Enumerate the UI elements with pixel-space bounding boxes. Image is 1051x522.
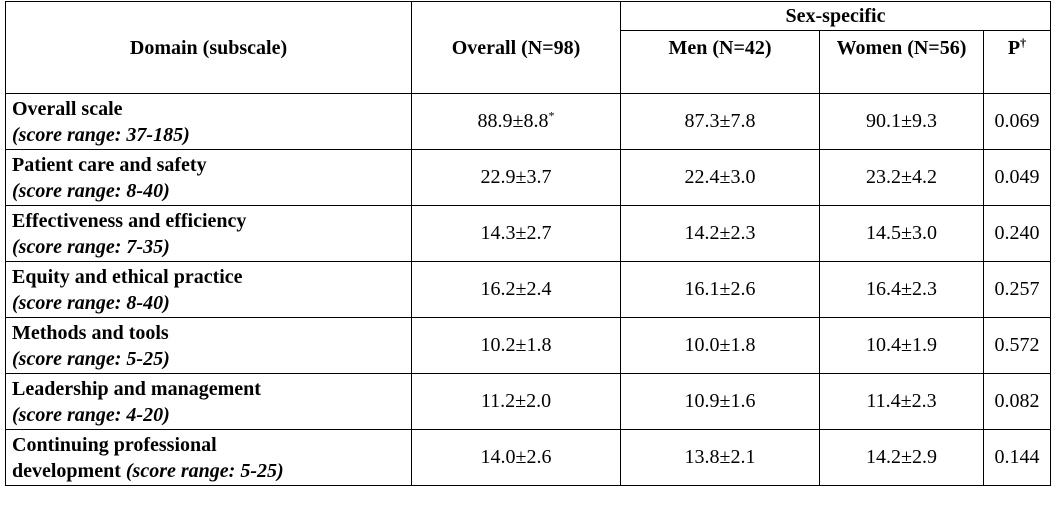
domain-cell: Equity and ethical practice (score range:… xyxy=(5,261,412,318)
overall-cell: 10.2±1.8 xyxy=(411,317,621,374)
overall-cell: 14.3±2.7 xyxy=(411,205,621,262)
domain-name: Effectiveness and efficiency xyxy=(12,210,247,232)
overall-cell: 16.2±2.4 xyxy=(411,261,621,318)
men-cell: 16.1±2.6 xyxy=(620,261,820,318)
domain-name: Methods and tools xyxy=(12,322,169,344)
score-range: (score range: 37-185) xyxy=(12,124,190,146)
header-row-1: Domain (subscale) Overall (N=98) Sex-spe… xyxy=(5,1,1051,94)
women-cell: 23.2±4.2 xyxy=(819,149,984,206)
men-cell: 22.4±3.0 xyxy=(620,149,820,206)
domain-name-cont: development xyxy=(12,460,121,482)
header-overall-label: Overall (N=98) xyxy=(451,36,581,59)
score-range: (score range: 7-35) xyxy=(12,236,170,258)
header-row-2: Men (N=42) Women (N=56) P† xyxy=(6,30,1051,94)
overall-cell: 11.2±2.0 xyxy=(411,373,621,430)
domain-name: Leadership and management xyxy=(12,378,261,400)
header-women: Women (N=56) xyxy=(819,30,984,94)
women-cell: 14.2±2.9 xyxy=(819,429,984,486)
domain-cell: Methods and tools (score range: 5-25) xyxy=(5,317,412,374)
men-cell: 14.2±2.3 xyxy=(620,205,820,262)
p-cell: 0.082 xyxy=(983,373,1051,430)
table-row: Leadership and management (score range: 4… xyxy=(5,373,1051,430)
p-cell: 0.572 xyxy=(983,317,1051,374)
overall-value: 88.9±8.8 xyxy=(477,110,549,132)
header-p: P† xyxy=(983,30,1051,94)
score-range: (score range: 5-25) xyxy=(12,348,170,370)
table-row: Overall scale (score range: 37-185) 88.9±… xyxy=(5,93,1051,150)
men-cell: 10.9±1.6 xyxy=(620,373,820,430)
p-cell: 0.144 xyxy=(983,429,1051,486)
table-row: Equity and ethical practice (score range:… xyxy=(5,261,1051,318)
table-row: Methods and tools (score range: 5-25) 10.… xyxy=(5,317,1051,374)
p-cell: 0.257 xyxy=(983,261,1051,318)
score-range: (score range: 4-20) xyxy=(12,404,170,426)
score-range: (score range: 5-25) xyxy=(125,460,284,482)
table-row: Effectiveness and efficiency (score range… xyxy=(5,205,1051,262)
domain-name-line2: development (score range: 5-25) xyxy=(12,458,405,484)
table-row: Continuing professional development (scor… xyxy=(5,429,1051,486)
domain-name: Overall scale xyxy=(12,98,123,120)
overall-cell: 22.9±3.7 xyxy=(411,149,621,206)
women-cell: 11.4±2.3 xyxy=(819,373,984,430)
domain-cell: Patient care and safety (score range: 8-4… xyxy=(5,149,412,206)
score-range: (score range: 8-40) xyxy=(12,292,170,314)
domain-cell: Leadership and management (score range: 4… xyxy=(5,373,412,430)
header-overall: Overall (N=98) xyxy=(411,1,621,94)
header-p-label: P xyxy=(1007,37,1021,59)
overall-cell: 14.0±2.6 xyxy=(411,429,621,486)
men-cell: 13.8±2.1 xyxy=(620,429,820,486)
asterisk-marker: * xyxy=(548,108,555,123)
domain-name: Continuing professional xyxy=(12,434,217,456)
overall-cell: 88.9±8.8* xyxy=(411,93,621,150)
header-men: Men (N=42) xyxy=(620,30,820,94)
score-range: (score range: 8-40) xyxy=(12,180,170,202)
domain-cell: Continuing professional development (scor… xyxy=(5,429,412,486)
header-sex-specific: Sex-specific xyxy=(620,1,1051,31)
results-table: Domain (subscale) Overall (N=98) Sex-spe… xyxy=(5,1,1051,486)
p-dagger-marker: † xyxy=(1020,35,1027,50)
table-row: Patient care and safety (score range: 8-4… xyxy=(5,149,1051,206)
women-cell: 14.5±3.0 xyxy=(819,205,984,262)
women-cell: 10.4±1.9 xyxy=(819,317,984,374)
p-cell: 0.069 xyxy=(983,93,1051,150)
p-cell: 0.240 xyxy=(983,205,1051,262)
men-cell: 10.0±1.8 xyxy=(620,317,820,374)
women-cell: 16.4±2.3 xyxy=(819,261,984,318)
domain-name: Patient care and safety xyxy=(12,154,207,176)
domain-cell: Overall scale (score range: 37-185) xyxy=(5,93,412,150)
p-cell: 0.049 xyxy=(983,149,1051,206)
header-domain: Domain (subscale) xyxy=(5,1,412,94)
women-cell: 90.1±9.3 xyxy=(819,93,984,150)
domain-cell: Effectiveness and efficiency (score range… xyxy=(5,205,412,262)
men-cell: 87.3±7.8 xyxy=(620,93,820,150)
domain-name: Equity and ethical practice xyxy=(12,266,243,288)
